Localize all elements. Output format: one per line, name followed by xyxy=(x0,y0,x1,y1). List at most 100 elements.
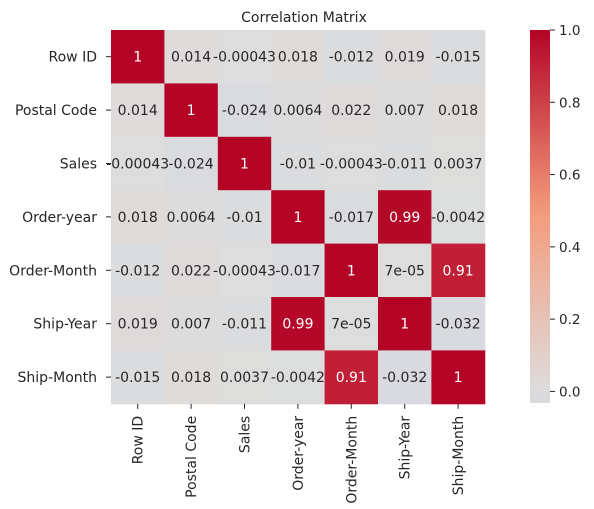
colorbar-tick-label: 0.0 xyxy=(559,384,580,400)
cell-value-label: 0.019 xyxy=(118,317,158,333)
heatmap-cell-postal-code-postal-code xyxy=(164,83,219,138)
cell-value-label: 0.91 xyxy=(443,263,474,279)
cell-value-label: -0.017 xyxy=(329,210,374,226)
heatmap-cell-order-year-postal-code xyxy=(164,190,219,245)
row-tick-label: Row ID xyxy=(49,50,97,66)
heatmap-cell-postal-code-ship-month xyxy=(431,83,486,138)
cell-value-label: 0.018 xyxy=(278,50,318,66)
cell-value-label: 7e-05 xyxy=(331,317,371,333)
heatmap-cell-order-month-sales xyxy=(217,243,272,298)
heatmap-cell-order-month-row-id xyxy=(111,243,165,298)
heatmap-cell-order-month-postal-code xyxy=(164,243,219,298)
heatmap-cell-postal-code-order-month xyxy=(324,83,379,138)
cell-value-label: 1 xyxy=(293,210,302,226)
heatmap-cell-postal-code-ship-year xyxy=(378,83,432,138)
heatmap-cell-ship-year-postal-code xyxy=(164,297,219,351)
colorbar-gradient xyxy=(530,30,550,403)
cell-value-label: -0.024 xyxy=(222,103,267,119)
cell-value-label: 1 xyxy=(400,317,409,333)
heatmap-cell-ship-month-ship-month xyxy=(431,350,486,405)
cell-value-label: 0.0064 xyxy=(273,103,322,119)
cell-value-label: 1 xyxy=(454,370,463,386)
cell-value-label: -0.01 xyxy=(226,210,262,226)
colorbar-tick-label: 0.8 xyxy=(559,95,580,111)
cell-value-label: 0.0064 xyxy=(167,210,216,226)
cell-value-label: 0.018 xyxy=(118,210,158,226)
heatmap-cell-sales-postal-code xyxy=(164,136,219,191)
heatmap-cell-row-id-ship-year xyxy=(378,30,432,84)
colorbar-tick-label: 0.6 xyxy=(559,168,580,184)
cell-value-label: -0.015 xyxy=(436,50,481,66)
cell-value-label: 7e-05 xyxy=(385,263,425,279)
cell-value-label: -0.015 xyxy=(115,370,160,386)
heatmap-cell-row-id-postal-code xyxy=(164,30,219,84)
colorbar-tick-label: 0.4 xyxy=(559,240,580,256)
heatmap-cell-ship-year-ship-year xyxy=(378,297,432,351)
colorbar: 0.0 0.2 0.4 0.6 0.8 1.0 xyxy=(530,23,580,403)
heatmap-cell-ship-month-postal-code xyxy=(164,350,219,405)
cell-value-label: -0.024 xyxy=(169,157,214,173)
heatmap-cell-order-month-order-month xyxy=(324,243,379,298)
heatmap-cell-ship-month-sales xyxy=(217,350,272,405)
cell-value-label: 0.022 xyxy=(331,103,371,119)
heatmap-cell-ship-year-order-month xyxy=(324,297,379,351)
heatmap-cells xyxy=(111,30,486,405)
cell-value-label: 0.0037 xyxy=(220,370,269,386)
column-tick-label: Ship-Year xyxy=(398,416,414,480)
cell-value-label: -0.012 xyxy=(329,50,374,66)
cell-value-label: -0.00043 xyxy=(213,50,276,66)
heatmap-cell-order-month-order-year xyxy=(271,243,326,298)
cell-value-label: 0.014 xyxy=(171,50,211,66)
cell-value-label: -0.00043 xyxy=(106,157,169,173)
cell-value-label: 0.022 xyxy=(171,263,211,279)
colorbar-tick-label: 1.0 xyxy=(559,23,580,39)
chart-title: Correlation Matrix xyxy=(241,10,367,26)
cell-value-label: -0.0042 xyxy=(271,370,325,386)
cell-value-label: 1 xyxy=(240,157,249,173)
cell-value-label: 0.0037 xyxy=(434,157,483,173)
column-tick-label: Order-Month xyxy=(344,416,360,504)
heatmap-cell-ship-year-sales xyxy=(217,297,272,351)
heatmap-cell-ship-year-order-year xyxy=(271,297,326,351)
cell-value-label: 0.99 xyxy=(282,317,313,333)
cell-value-label: 0.019 xyxy=(385,50,425,66)
heatmap-cell-row-id-row-id xyxy=(111,30,165,84)
row-tick-labels: Row ID Postal Code Sales Order-year Order-Mo… xyxy=(9,50,111,386)
heatmap-cell-ship-month-order-year xyxy=(271,350,326,405)
cell-value-label: -0.017 xyxy=(275,263,320,279)
cell-value-label: 0.014 xyxy=(118,103,158,119)
heatmap-cell-order-year-ship-month xyxy=(431,190,486,245)
heatmap-cell-postal-code-sales xyxy=(217,83,272,138)
heatmap-cell-sales-row-id xyxy=(111,136,165,191)
heatmap-cell-sales-ship-month xyxy=(431,136,486,191)
heatmap-cell-sales-ship-year xyxy=(378,136,432,191)
row-tick-label: Sales xyxy=(60,157,97,173)
heatmap-cell-order-year-ship-year xyxy=(378,190,432,245)
heatmap-cell-row-id-sales xyxy=(217,30,272,84)
heatmap-cell-ship-month-row-id xyxy=(111,350,165,405)
cell-value-label: -0.012 xyxy=(115,263,160,279)
heatmap-cell-labels: 1 0.014 -0.00043 0.018 -0.012 0.019 -0.0150.01… xyxy=(106,50,485,386)
cell-value-label: 0.91 xyxy=(336,370,367,386)
column-tick-label: Postal Code xyxy=(184,416,200,498)
heatmap-cell-postal-code-row-id xyxy=(111,83,165,138)
column-tick-label: Ship-Month xyxy=(451,416,467,495)
column-tick-label: Row ID xyxy=(131,416,147,464)
row-tick-label: Ship-Year xyxy=(33,317,97,333)
heatmap-cell-sales-order-year xyxy=(271,136,326,191)
heatmap-cell-ship-month-ship-year xyxy=(378,350,432,405)
cell-value-label: 0.007 xyxy=(385,103,425,119)
cell-value-label: -0.032 xyxy=(436,317,481,333)
row-tick-label: Order-Month xyxy=(9,263,97,279)
heatmap-cell-sales-order-month xyxy=(324,136,379,191)
cell-value-label: 1 xyxy=(187,103,196,119)
colorbar-tick-label: 0.2 xyxy=(559,312,580,328)
heatmap-cell-postal-code-order-year xyxy=(271,83,326,138)
cell-value-label: -0.00043 xyxy=(320,157,383,173)
cell-value-label: -0.011 xyxy=(382,157,427,173)
heatmap-cell-sales-sales xyxy=(217,136,272,191)
cell-value-label: -0.011 xyxy=(222,317,267,333)
cell-value-label: -0.0042 xyxy=(431,210,485,226)
heatmap-cell-row-id-ship-month xyxy=(431,30,486,84)
